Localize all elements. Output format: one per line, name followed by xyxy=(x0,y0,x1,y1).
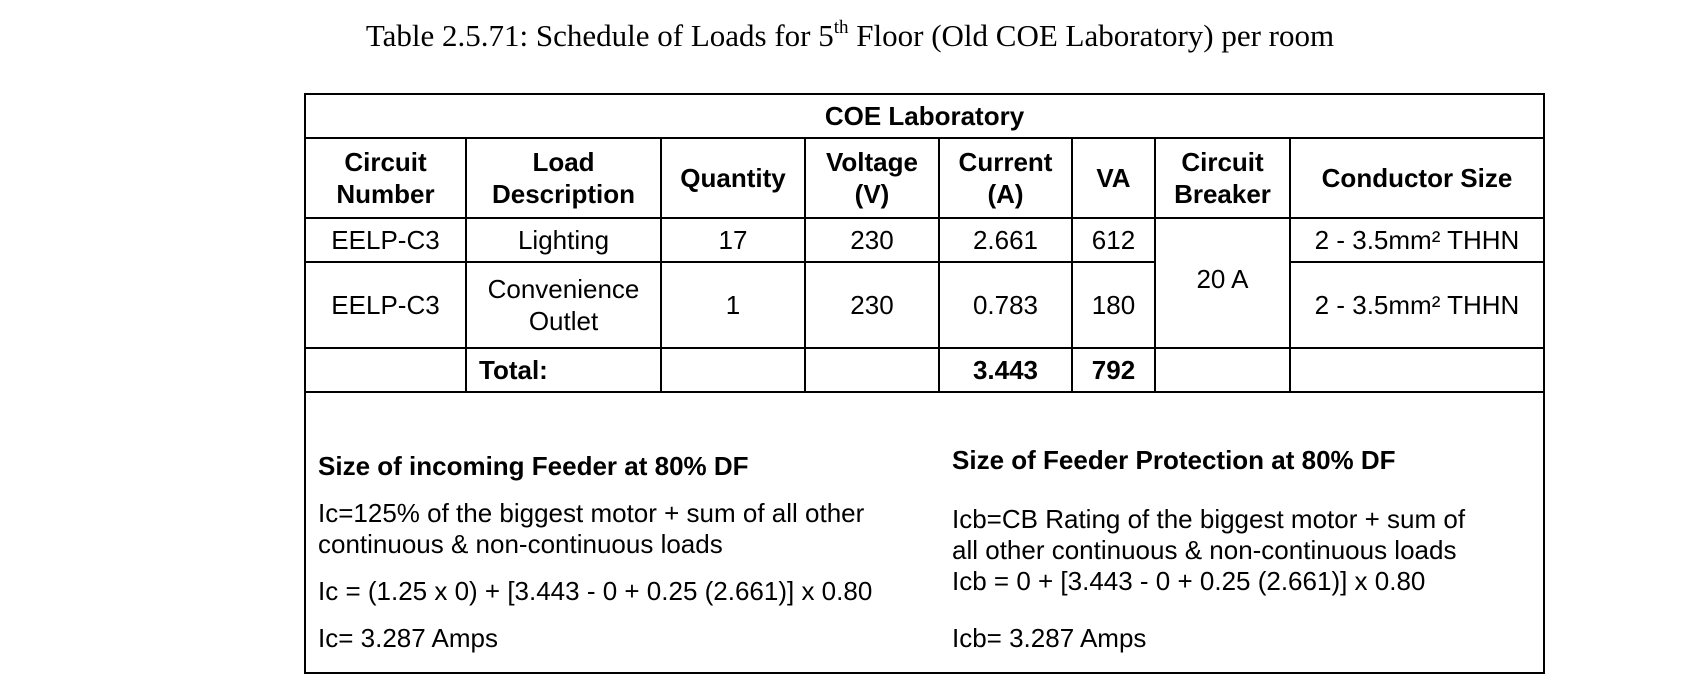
incoming-feeder-title: Size of incoming Feeder at 80% DF xyxy=(318,451,749,481)
cell-quantity: 17 xyxy=(660,217,806,263)
header-circuit-breaker: Circuit Breaker xyxy=(1154,137,1291,219)
feeder-protection-section: Size of Feeder Protection at 80% DF Icb=… xyxy=(952,445,1465,654)
cell-conductor-size: 2 - 3.5mm² THHN xyxy=(1289,261,1543,349)
incoming-feeder-line1: Ic=125% of the biggest motor + sum of al… xyxy=(318,498,865,528)
feeder-protection-formula: Icb = 0 + [3.443 - 0 + 0.25 (2.661)] x 0… xyxy=(952,566,1426,596)
header-voltage: Voltage (V) xyxy=(804,137,940,219)
cell-quantity: 1 xyxy=(660,261,806,349)
cell-voltage: 230 xyxy=(804,261,940,349)
header-conductor-size: Conductor Size xyxy=(1289,137,1543,219)
table-title: COE Laboratory xyxy=(306,95,1543,139)
cell-circuit-number: EELP-C3 xyxy=(306,217,467,263)
caption-suffix: Floor (Old COE Laboratory) per room xyxy=(848,18,1335,53)
cell-conductor-size: 2 - 3.5mm² THHN xyxy=(1289,217,1543,263)
cell-current: 2.661 xyxy=(938,217,1073,263)
incoming-feeder-line2: continuous & non-continuous loads xyxy=(318,529,723,559)
table-header-row: Circuit Number Load Description Quantity… xyxy=(306,137,1543,219)
cell-va: 180 xyxy=(1071,261,1156,349)
cell-load-description: Convenience Outlet xyxy=(465,261,662,349)
cell-voltage: 230 xyxy=(804,217,940,263)
incoming-feeder-formula: Ic = (1.25 x 0) + [3.443 - 0 + 0.25 (2.6… xyxy=(318,576,873,606)
table-caption: Table 2.5.71: Schedule of Loads for 5th … xyxy=(0,16,1700,56)
circuit-breaker-value: 20 A xyxy=(1196,264,1249,294)
cell-load-description: Lighting xyxy=(465,217,662,263)
cell-empty xyxy=(306,347,467,393)
caption-prefix: Table 2.5.71: Schedule of Loads for 5 xyxy=(365,18,834,53)
load-schedule-frame: COE Laboratory Circuit Number Load Descr… xyxy=(304,93,1545,674)
load-schedule-table: COE Laboratory Circuit Number Load Descr… xyxy=(306,95,1543,393)
cell-circuit-number: EELP-C3 xyxy=(306,261,467,349)
caption-superscript: th xyxy=(833,17,849,38)
cell-empty xyxy=(1289,347,1543,393)
total-label: Total: xyxy=(465,347,662,393)
header-load-description: Load Description xyxy=(465,137,662,219)
cell-circuit-breaker: 20 A xyxy=(1154,217,1291,349)
cell-empty xyxy=(804,347,940,393)
feeder-protection-line2: all other continuous & non-continuous lo… xyxy=(952,535,1457,565)
incoming-feeder-result: Ic= 3.287 Amps xyxy=(318,623,498,653)
cell-current: 0.783 xyxy=(938,261,1073,349)
cell-empty xyxy=(660,347,806,393)
header-quantity: Quantity xyxy=(660,137,806,219)
incoming-feeder-section: Size of incoming Feeder at 80% DF Ic=125… xyxy=(318,451,872,654)
total-current: 3.443 xyxy=(938,347,1073,393)
cell-empty xyxy=(1154,347,1291,393)
table-total-row: Total: 3.443 792 xyxy=(306,347,1543,393)
header-va: VA xyxy=(1071,137,1156,219)
header-circuit-number: Circuit Number xyxy=(306,137,467,219)
feeder-protection-result: Icb= 3.287 Amps xyxy=(952,623,1147,653)
table-row: EELP-C3 Lighting 17 230 2.661 612 20 A 2… xyxy=(306,217,1543,349)
feeder-protection-line1: Icb=CB Rating of the biggest motor + sum… xyxy=(952,504,1466,534)
cell-va: 612 xyxy=(1071,217,1156,263)
header-current: Current (A) xyxy=(938,137,1073,219)
table-title-row: COE Laboratory xyxy=(306,95,1543,139)
total-va: 792 xyxy=(1071,347,1156,393)
table-row: EELP-C3 Convenience Outlet 1 230 0.783 1… xyxy=(306,261,1543,349)
feeder-protection-title: Size of Feeder Protection at 80% DF xyxy=(952,445,1396,475)
